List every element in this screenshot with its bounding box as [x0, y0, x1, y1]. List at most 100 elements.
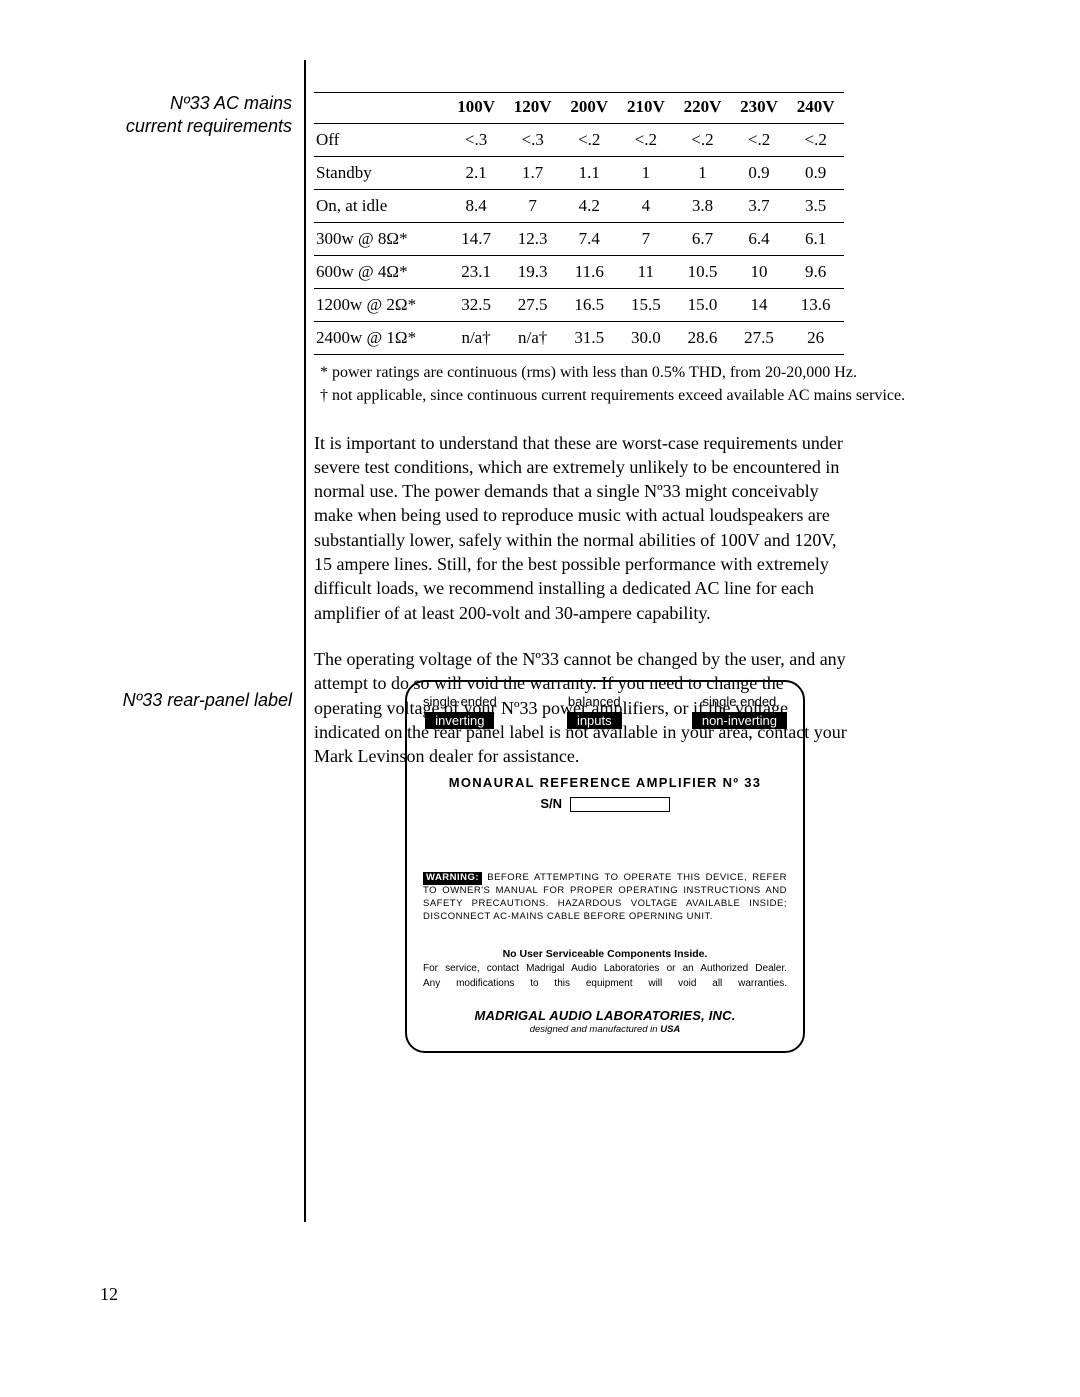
input-blackbox: non-inverting [692, 712, 787, 730]
cell: 23.1 [448, 256, 505, 289]
company-name: MADRIGAL AUDIO LABORATORIES, INC. [423, 1008, 787, 1023]
side-label-ac-mains: Nº33 AC mains current requirements [60, 92, 292, 139]
cell: 13.6 [787, 289, 844, 322]
cell: 3.5 [787, 190, 844, 223]
designed-bold: USA [660, 1024, 680, 1035]
paragraph: It is important to understand that these… [314, 431, 854, 625]
cell: 1 [618, 157, 675, 190]
cell: 11.6 [561, 256, 618, 289]
warning-block: WARNING: BEFORE ATTEMPTING TO OPERATE TH… [423, 872, 787, 923]
cell: <.2 [787, 124, 844, 157]
input-label: balanced [567, 694, 622, 710]
cell: 1.7 [504, 157, 561, 190]
cell: 12.3 [504, 223, 561, 256]
table-row: 300w @ 8Ω*14.712.37.476.76.46.1 [314, 223, 844, 256]
col-h: 240V [787, 93, 844, 124]
col-h: 200V [561, 93, 618, 124]
row-label: 600w @ 4Ω* [314, 256, 448, 289]
cell: <.2 [561, 124, 618, 157]
input-label: single ended [692, 694, 787, 710]
sn-box [570, 797, 670, 812]
cell: 27.5 [504, 289, 561, 322]
cell: 19.3 [504, 256, 561, 289]
table-row: On, at idle8.474.243.83.73.5 [314, 190, 844, 223]
input-label: single ended [423, 694, 497, 710]
table-row: 2400w @ 1Ω*n/a†n/a†31.530.028.627.526 [314, 322, 844, 355]
cell: n/a† [504, 322, 561, 355]
cell: 27.5 [731, 322, 788, 355]
cell: 1 [674, 157, 731, 190]
col-h: 210V [618, 93, 675, 124]
cell: 2.1 [448, 157, 505, 190]
sn-label: S/N [540, 796, 562, 811]
cell: 16.5 [561, 289, 618, 322]
cell: 28.6 [674, 322, 731, 355]
footnotes: * power ratings are continuous (rms) wit… [320, 363, 934, 407]
cell: 9.6 [787, 256, 844, 289]
cell: 11 [618, 256, 675, 289]
row-label: 2400w @ 1Ω* [314, 322, 448, 355]
page-number: 12 [100, 1284, 118, 1305]
cell: 26 [787, 322, 844, 355]
cell: 0.9 [731, 157, 788, 190]
table-row: Off<.3<.3<.2<.2<.2<.2<.2 [314, 124, 844, 157]
cell: 3.7 [731, 190, 788, 223]
designed-prefix: designed and manufactured in [530, 1024, 660, 1035]
footnote-dagger: † not applicable, since continuous curre… [320, 386, 934, 407]
input-blackbox: inputs [567, 712, 622, 730]
input-col-right: single ended non-inverting [692, 694, 787, 729]
cell: 31.5 [561, 322, 618, 355]
cell: 15.0 [674, 289, 731, 322]
spec-table: 100V 120V 200V 210V 220V 230V 240V Off<.… [314, 92, 844, 355]
cell: <.3 [448, 124, 505, 157]
cell: 8.4 [448, 190, 505, 223]
rear-panel-label-diagram: single ended inverting balanced inputs s… [380, 680, 830, 1053]
side-label-rear-panel: Nº33 rear-panel label [60, 690, 292, 711]
designed-line: designed and manufactured in USA [423, 1024, 787, 1035]
model-title: MONAURAL REFERENCE AMPLIFIER Nº 33 [423, 775, 787, 790]
cell: 6.1 [787, 223, 844, 256]
cell: 6.7 [674, 223, 731, 256]
cell: 14 [731, 289, 788, 322]
input-blackbox: inverting [425, 712, 494, 730]
cell: 32.5 [448, 289, 505, 322]
no-user-serviceable: No User Serviceable Components Inside. [423, 948, 787, 960]
row-label: 300w @ 8Ω* [314, 223, 448, 256]
cell: 0.9 [787, 157, 844, 190]
service-line: For service, contact Madrigal Audio Labo… [423, 962, 787, 975]
cell: 10 [731, 256, 788, 289]
cell: <.2 [618, 124, 675, 157]
table-row: 1200w @ 2Ω*32.527.516.515.515.01413.6 [314, 289, 844, 322]
cell: 4.2 [561, 190, 618, 223]
cell: 6.4 [731, 223, 788, 256]
row-label: 1200w @ 2Ω* [314, 289, 448, 322]
vertical-divider [304, 60, 306, 1222]
serial-number-row: S/N [423, 796, 787, 812]
cell: 14.7 [448, 223, 505, 256]
cell: 4 [618, 190, 675, 223]
cell: 30.0 [618, 322, 675, 355]
cell: 7.4 [561, 223, 618, 256]
table-row: 600w @ 4Ω*23.119.311.61110.5109.6 [314, 256, 844, 289]
col-h: 220V [674, 93, 731, 124]
cell: 3.8 [674, 190, 731, 223]
cell: <.2 [731, 124, 788, 157]
cell: <.3 [504, 124, 561, 157]
service-line: Any modifications to this equipment will… [423, 977, 787, 990]
footnote-star: * power ratings are continuous (rms) wit… [320, 363, 934, 384]
table-header-row: 100V 120V 200V 210V 220V 230V 240V [314, 93, 844, 124]
row-label: On, at idle [314, 190, 448, 223]
input-col-left: single ended inverting [423, 694, 497, 729]
cell: 1.1 [561, 157, 618, 190]
col-h: 100V [448, 93, 505, 124]
cell: 15.5 [618, 289, 675, 322]
input-col-mid: balanced inputs [567, 694, 622, 729]
col-h: 120V [504, 93, 561, 124]
warning-label: WARNING: [423, 872, 482, 885]
cell: <.2 [674, 124, 731, 157]
row-label: Standby [314, 157, 448, 190]
table-row: Standby2.11.71.1110.90.9 [314, 157, 844, 190]
col-h: 230V [731, 93, 788, 124]
cell: n/a† [448, 322, 505, 355]
cell: 7 [504, 190, 561, 223]
